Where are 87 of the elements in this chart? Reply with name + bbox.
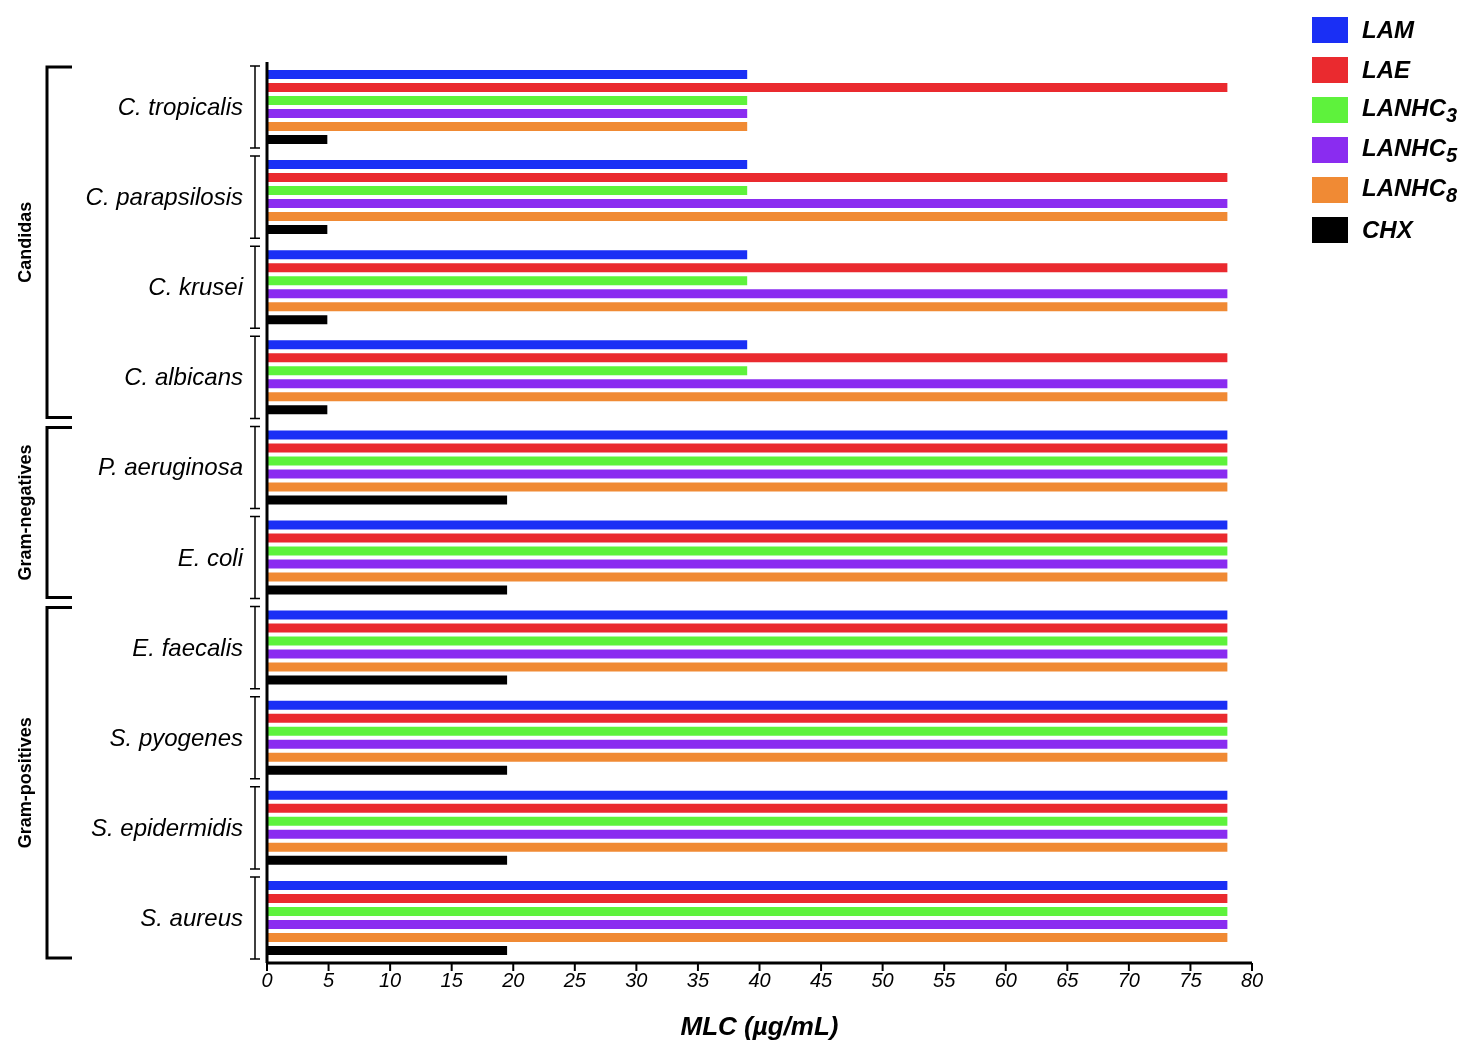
y-tick-label: S. pyogenes bbox=[109, 723, 243, 751]
x-tick-label: 5 bbox=[323, 969, 335, 992]
bar bbox=[267, 829, 1228, 839]
bar bbox=[267, 880, 1228, 890]
y-tick-label: S. epidermidis bbox=[90, 813, 243, 841]
bar bbox=[267, 340, 748, 350]
y-tick-label: C. parapsilosis bbox=[85, 183, 243, 211]
x-tick-label: 30 bbox=[625, 969, 648, 992]
bar bbox=[267, 919, 1228, 929]
bar bbox=[267, 610, 1228, 620]
bar bbox=[267, 83, 1228, 92]
legend-label: LANHC$_{3}$ bbox=[1362, 93, 1458, 127]
x-tick-label: 80 bbox=[1240, 969, 1264, 992]
x-tick-label: 20 bbox=[501, 969, 525, 992]
bar bbox=[267, 636, 1228, 646]
bar bbox=[267, 559, 1228, 569]
bar bbox=[267, 122, 748, 131]
bar bbox=[267, 790, 1228, 800]
x-tick-label: 65 bbox=[1056, 969, 1080, 992]
bar bbox=[267, 379, 1228, 389]
bar bbox=[267, 546, 1228, 556]
bar bbox=[267, 700, 1228, 710]
x-tick-label: 35 bbox=[686, 969, 710, 992]
bar bbox=[267, 623, 1228, 633]
bar bbox=[267, 250, 748, 260]
bar bbox=[267, 276, 748, 286]
bar bbox=[267, 160, 748, 170]
bar bbox=[267, 726, 1228, 736]
bar bbox=[267, 906, 1228, 916]
bar bbox=[267, 572, 1228, 582]
x-tick-label: 40 bbox=[748, 969, 771, 992]
x-tick-label: 55 bbox=[933, 969, 957, 992]
bar bbox=[267, 212, 1228, 222]
bar bbox=[267, 443, 1228, 453]
y-tick-label: C. krusei bbox=[148, 273, 244, 301]
bar bbox=[267, 842, 1228, 852]
bar bbox=[267, 893, 1228, 903]
x-tick-label: 45 bbox=[809, 969, 834, 992]
x-tick-label: 10 bbox=[379, 969, 402, 992]
x-tick-label: 0 bbox=[261, 969, 273, 992]
bar bbox=[267, 752, 1228, 762]
y-tick-label: E. faecalis bbox=[132, 633, 243, 661]
bar bbox=[267, 430, 1228, 440]
bar bbox=[267, 816, 1228, 826]
bar bbox=[267, 932, 1228, 942]
x-tick-label: 70 bbox=[1117, 969, 1140, 992]
bar bbox=[267, 96, 748, 105]
y-tick-label: C. tropicalis bbox=[117, 93, 243, 121]
bar bbox=[267, 70, 748, 79]
y-tick-label: S. aureus bbox=[140, 903, 243, 931]
text: Gram-negatives bbox=[15, 444, 35, 581]
x-axis-title: MLC (µg/mL) bbox=[680, 1011, 839, 1041]
legend-label: LAM bbox=[1362, 16, 1414, 44]
text: Candidas bbox=[15, 201, 35, 283]
bar bbox=[267, 739, 1228, 749]
y-tick-label: C. albicans bbox=[124, 363, 243, 391]
bar bbox=[267, 199, 1228, 209]
legend-label: LAE bbox=[1362, 56, 1410, 84]
bar bbox=[267, 520, 1228, 530]
x-tick-label: 75 bbox=[1179, 969, 1203, 992]
legend-label: LANHC$_{5}$ bbox=[1362, 133, 1458, 167]
bar bbox=[267, 713, 1228, 723]
x-tick-label: 60 bbox=[994, 969, 1017, 992]
bar bbox=[267, 289, 1228, 299]
text: Gram-positives bbox=[15, 717, 35, 849]
bar bbox=[267, 302, 1228, 312]
bar bbox=[267, 482, 1228, 492]
legend-label: LANHC$_{8}$ bbox=[1362, 173, 1458, 207]
x-tick-label: 15 bbox=[440, 969, 464, 992]
bar bbox=[267, 662, 1228, 672]
bar bbox=[267, 392, 1228, 402]
bar bbox=[267, 456, 1228, 466]
y-tick-label: E. coli bbox=[177, 543, 244, 571]
bar bbox=[267, 803, 1228, 813]
x-tick-label: 25 bbox=[562, 969, 587, 992]
bar bbox=[267, 109, 748, 118]
bar bbox=[267, 173, 1228, 183]
x-tick-label: 50 bbox=[871, 969, 894, 992]
bar bbox=[267, 469, 1228, 479]
bar bbox=[267, 263, 1228, 273]
legend-label: CHX bbox=[1362, 216, 1413, 244]
bar bbox=[267, 366, 748, 376]
bar bbox=[267, 649, 1228, 659]
bar bbox=[267, 353, 1228, 363]
y-tick-label: P. aeruginosa bbox=[97, 453, 243, 481]
bar bbox=[267, 533, 1228, 543]
bar bbox=[267, 186, 748, 196]
